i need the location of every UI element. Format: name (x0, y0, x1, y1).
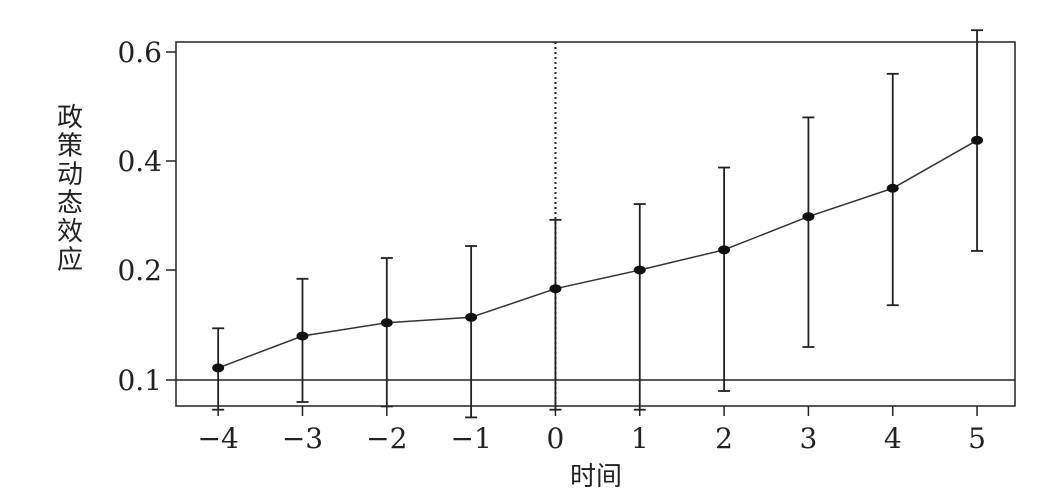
x-tick-label: 3 (799, 422, 817, 455)
y-axis-title-char: 效 (57, 217, 83, 247)
x-tick-label: 5 (968, 422, 986, 455)
data-point (549, 284, 562, 294)
data-point (212, 363, 225, 373)
data-point (802, 212, 815, 222)
y-tick-label: 0.2 (117, 254, 162, 287)
y-axis-title: 政策动态效应 (57, 103, 83, 276)
plot-frame (175, 41, 1016, 407)
y-tick-label: 0.1 (117, 364, 162, 397)
data-point (633, 265, 646, 275)
x-tick-label: 4 (884, 422, 902, 455)
data-point (296, 331, 309, 341)
x-tick-label: 1 (631, 422, 649, 455)
x-tick-label: −3 (282, 422, 323, 455)
data-point (465, 312, 478, 322)
x-axis-title: 时间 (570, 462, 622, 492)
y-tick-label: 0.4 (117, 145, 162, 178)
x-tick-label: 2 (715, 422, 733, 455)
y-axis-title-char: 动 (57, 160, 83, 190)
x-tick-label: 0 (547, 422, 565, 455)
data-point (380, 318, 393, 328)
x-tick-label: −1 (450, 422, 491, 455)
data-point (886, 183, 899, 193)
y-axis-title-char: 政 (57, 103, 83, 133)
y-axis-title-char: 策 (57, 132, 83, 162)
y-axis-title-char: 态 (57, 189, 83, 219)
x-tick-label: −2 (366, 422, 407, 455)
x-tick-label: −4 (198, 422, 239, 455)
y-axis-title-char: 应 (57, 246, 83, 276)
plot-area: 0.1 0.2 0.4 0.6 −4 −3 −2 −1 0 1 2 3 4 5 (117, 29, 1016, 455)
y-tick-label: 0.6 (117, 36, 162, 69)
data-point (971, 135, 984, 145)
series-line (217, 139, 978, 369)
data-point (718, 245, 731, 255)
